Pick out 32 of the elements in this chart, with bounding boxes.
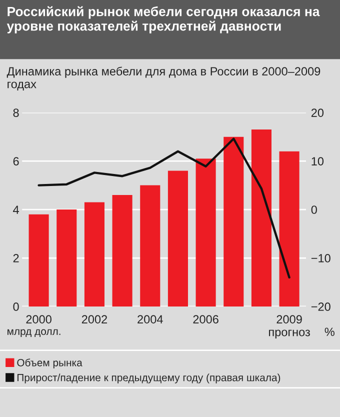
bar: [224, 136, 244, 306]
y-tick-label: 2: [13, 254, 19, 262]
y-tick-label: 0: [13, 302, 19, 311]
bar: [140, 185, 160, 306]
y-tick-label: 6: [13, 157, 19, 166]
chart-subtitle: Динамика рынка мебели для дома в России в 2000–2009 годах: [6, 66, 320, 90]
x-tick-label: 2002: [82, 315, 108, 324]
chart-title: Российский рынок мебели сегодня оказался на уровне показателей трехлетней давности: [6, 6, 320, 34]
bar: [84, 202, 104, 306]
legend-label: Объем рынка: [17, 358, 82, 368]
y2-tick-label: 20: [311, 108, 324, 117]
y2-axis-title: %: [324, 328, 334, 336]
x-tick-label: 2000: [26, 315, 52, 324]
y-tick-label: 8: [13, 108, 19, 117]
x-tick-label: 2004: [138, 315, 163, 324]
bar: [196, 158, 216, 306]
bar: [112, 195, 132, 306]
y2-tick-label: −10: [311, 254, 330, 262]
bar: [56, 210, 77, 306]
y2-tick-label: 0: [311, 206, 317, 214]
x-tick-label: 2006: [193, 315, 218, 324]
y-tick-label: 4: [13, 206, 19, 214]
bar: [28, 214, 49, 306]
bar: [168, 170, 188, 306]
bar: [251, 130, 272, 306]
x-tick-label: 2009 прогноз: [269, 315, 310, 339]
bar: [279, 151, 300, 306]
y2-tick-label: −20: [311, 302, 330, 311]
legend-label: Прирост/падение к предыдущему году (правая шкала): [18, 374, 280, 384]
line-series: [38, 138, 290, 279]
y2-tick-label: 10: [312, 157, 324, 166]
y-axis-title: млрд долл.: [8, 329, 60, 338]
